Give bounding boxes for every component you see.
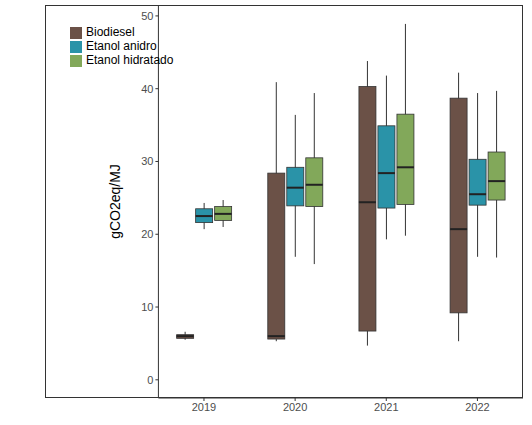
svg-text:gCO2eq/MJ: gCO2eq/MJ xyxy=(107,164,123,239)
svg-text:2021: 2021 xyxy=(374,401,398,413)
html-text:Etanol anidro: Etanol anidro xyxy=(86,39,157,53)
svg-text:50: 50 xyxy=(141,10,153,22)
svg-text:40: 40 xyxy=(141,83,153,95)
svg-text:30: 30 xyxy=(141,155,153,167)
html-text:Biodiesel: Biodiesel xyxy=(86,25,135,39)
svg-text:0: 0 xyxy=(147,374,153,386)
svg-text:2022: 2022 xyxy=(465,401,489,413)
svg-text:2020: 2020 xyxy=(283,401,307,413)
html-text:Etanol hidratado: Etanol hidratado xyxy=(86,53,174,67)
svg-text:20: 20 xyxy=(141,228,153,240)
svg-text:2019: 2019 xyxy=(192,401,216,413)
svg-text:10: 10 xyxy=(141,301,153,313)
